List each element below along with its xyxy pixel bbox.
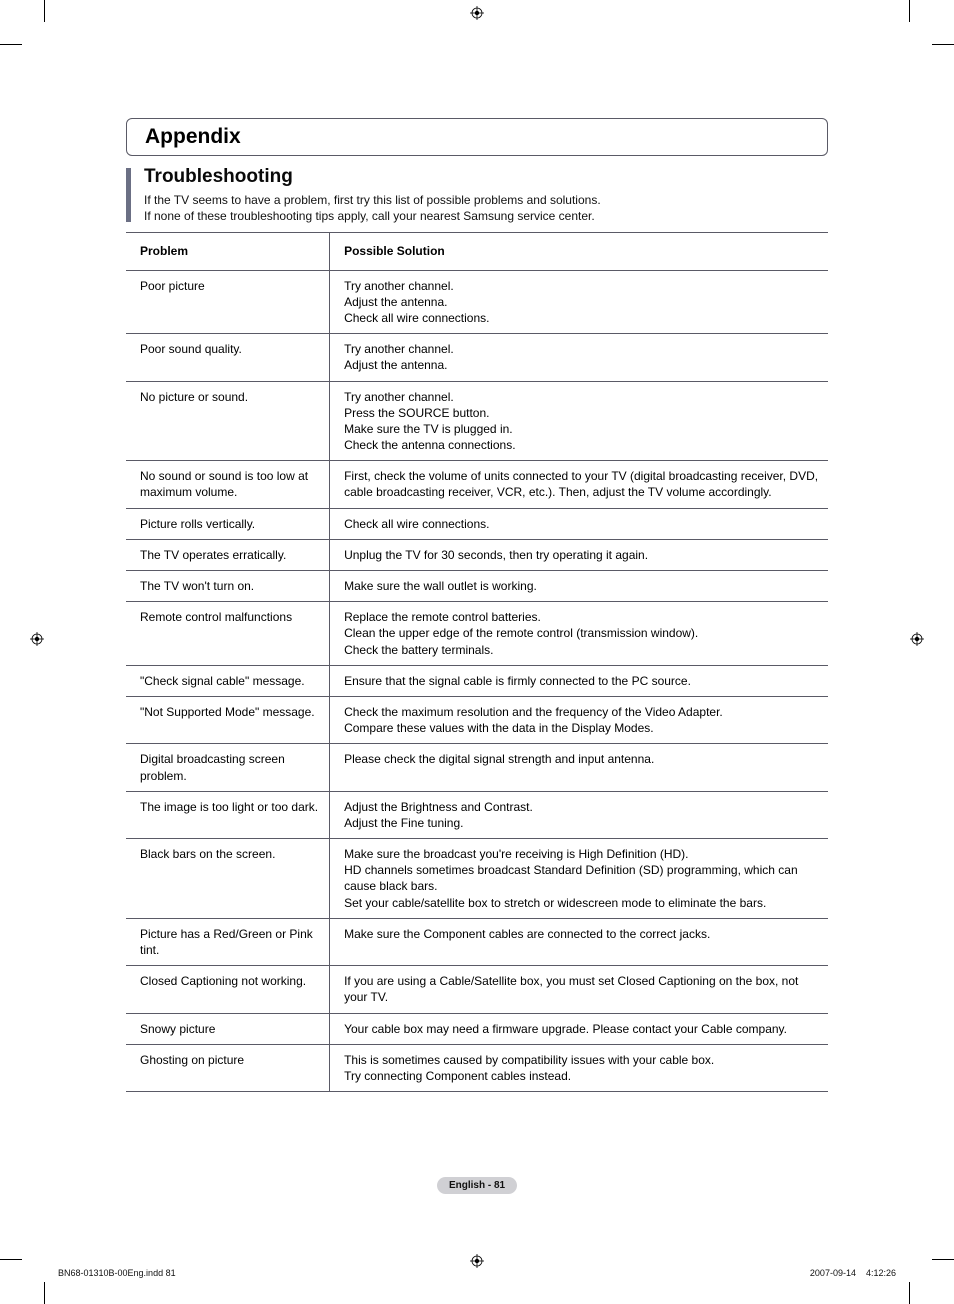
cell-problem: Poor sound quality. (126, 334, 330, 381)
table-row: The image is too light or too dark.Adjus… (126, 791, 828, 838)
table-row: Poor pictureTry another channel.Adjust t… (126, 270, 828, 334)
cell-solution: Check all wire connections. (330, 508, 828, 539)
cell-solution: Ensure that the signal cable is firmly c… (330, 665, 828, 696)
cell-problem: No picture or sound. (126, 381, 330, 461)
table-row: Closed Captioning not working.If you are… (126, 966, 828, 1013)
section-title: Appendix (145, 125, 817, 149)
cell-solution: Adjust the Brightness and Contrast.Adjus… (330, 791, 828, 838)
table-header-row: Problem Possible Solution (126, 233, 828, 270)
content-area: Appendix Troubleshooting If the TV seems… (126, 118, 828, 1092)
table-row: No picture or sound.Try another channel.… (126, 381, 828, 461)
section-box: Appendix (126, 118, 828, 156)
cell-solution: Try another channel.Press the SOURCE but… (330, 381, 828, 461)
table-row: "Not Supported Mode" message.Check the m… (126, 696, 828, 743)
table-row: Poor sound quality.Try another channel.A… (126, 334, 828, 381)
registration-mark-icon (470, 1254, 484, 1268)
crop-mark (909, 0, 910, 22)
cell-problem: The image is too light or too dark. (126, 791, 330, 838)
page-number-badge: English - 81 (0, 1175, 954, 1194)
cell-problem: No sound or sound is too low at maximum … (126, 461, 330, 508)
table-body: Poor pictureTry another channel.Adjust t… (126, 270, 828, 1092)
table-row: Ghosting on pictureThis is sometimes cau… (126, 1044, 828, 1091)
cell-problem: Closed Captioning not working. (126, 966, 330, 1013)
cell-problem: Digital broadcasting screen problem. (126, 744, 330, 791)
page: Appendix Troubleshooting If the TV seems… (0, 0, 954, 1304)
cell-solution: If you are using a Cable/Satellite box, … (330, 966, 828, 1013)
table-row: "Check signal cable" message.Ensure that… (126, 665, 828, 696)
table-row: Digital broadcasting screen problem.Plea… (126, 744, 828, 791)
cell-problem: "Check signal cable" message. (126, 665, 330, 696)
intro-text: If the TV seems to have a problem, first… (144, 192, 828, 224)
cell-problem: Ghosting on picture (126, 1044, 330, 1091)
cell-solution: Unplug the TV for 30 seconds, then try o… (330, 539, 828, 570)
registration-mark-icon (910, 632, 924, 646)
subsection-bar (126, 168, 131, 222)
crop-mark (0, 44, 22, 45)
footer-right: 2007-09-14 4:12:26 (810, 1268, 896, 1278)
footer-left: BN68-01310B-00Eng.indd 81 (58, 1268, 176, 1278)
crop-mark (44, 1282, 45, 1304)
subsection-title: Troubleshooting (144, 166, 828, 188)
cell-problem: The TV won't turn on. (126, 571, 330, 602)
crop-mark (44, 0, 45, 22)
intro-line: If the TV seems to have a problem, first… (144, 192, 828, 208)
cell-solution: This is sometimes caused by compatibilit… (330, 1044, 828, 1091)
cell-solution: Try another channel.Adjust the antenna.C… (330, 270, 828, 334)
cell-problem: "Not Supported Mode" message. (126, 696, 330, 743)
cell-problem: Remote control malfunctions (126, 602, 330, 666)
cell-solution: Try another channel.Adjust the antenna. (330, 334, 828, 381)
registration-mark-icon (470, 6, 484, 20)
table-row: Remote control malfunctionsReplace the r… (126, 602, 828, 666)
footer: BN68-01310B-00Eng.indd 81 2007-09-14 4:1… (58, 1268, 896, 1278)
cell-problem: The TV operates erratically. (126, 539, 330, 570)
cell-problem: Picture has a Red/Green or Pink tint. (126, 918, 330, 965)
crop-mark (909, 1282, 910, 1304)
cell-solution: First, check the volume of units connect… (330, 461, 828, 508)
table-row: The TV operates erratically.Unplug the T… (126, 539, 828, 570)
table-row: No sound or sound is too low at maximum … (126, 461, 828, 508)
page-number-text: English - 81 (437, 1177, 517, 1194)
table-row: Snowy pictureYour cable box may need a f… (126, 1013, 828, 1044)
crop-mark (932, 1259, 954, 1260)
cell-solution: Make sure the Component cables are conne… (330, 918, 828, 965)
subsection-wrap: Troubleshooting If the TV seems to have … (126, 166, 828, 224)
troubleshooting-table: Problem Possible Solution Poor pictureTr… (126, 232, 828, 1092)
cell-problem: Poor picture (126, 270, 330, 334)
registration-mark-icon (30, 632, 44, 646)
crop-mark (932, 44, 954, 45)
col-solution: Possible Solution (330, 233, 828, 270)
cell-solution: Replace the remote control batteries.Cle… (330, 602, 828, 666)
cell-solution: Your cable box may need a firmware upgra… (330, 1013, 828, 1044)
cell-problem: Snowy picture (126, 1013, 330, 1044)
cell-solution: Make sure the broadcast you're receiving… (330, 839, 828, 919)
col-problem: Problem (126, 233, 330, 270)
table-row: Black bars on the screen.Make sure the b… (126, 839, 828, 919)
table-row: Picture has a Red/Green or Pink tint.Mak… (126, 918, 828, 965)
crop-mark (0, 1259, 22, 1260)
intro-line: If none of these troubleshooting tips ap… (144, 208, 828, 224)
table-row: The TV won't turn on.Make sure the wall … (126, 571, 828, 602)
cell-solution: Check the maximum resolution and the fre… (330, 696, 828, 743)
table-row: Picture rolls vertically.Check all wire … (126, 508, 828, 539)
cell-problem: Picture rolls vertically. (126, 508, 330, 539)
cell-problem: Black bars on the screen. (126, 839, 330, 919)
cell-solution: Please check the digital signal strength… (330, 744, 828, 791)
cell-solution: Make sure the wall outlet is working. (330, 571, 828, 602)
